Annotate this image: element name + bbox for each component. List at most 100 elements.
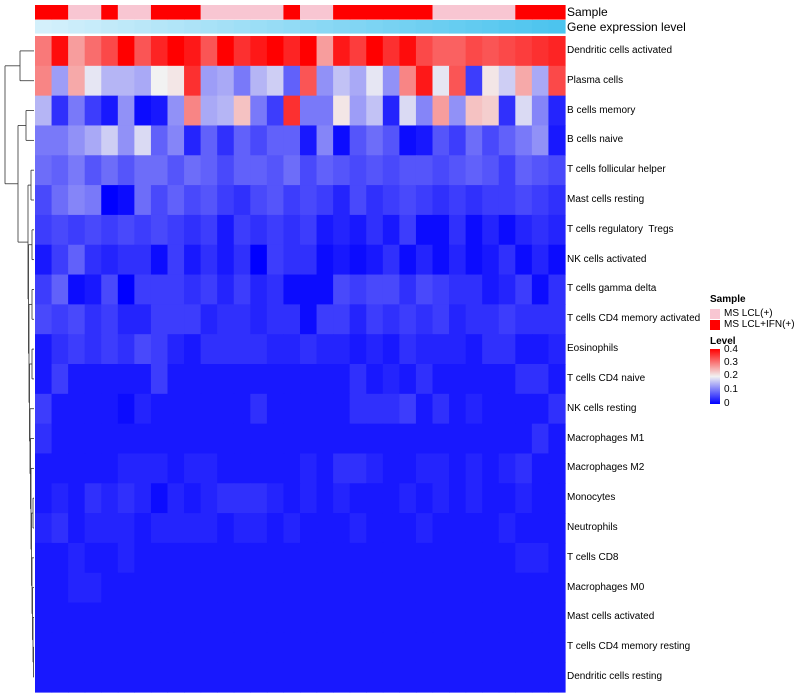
heatmap-cell [117, 453, 135, 484]
heatmap-cell [217, 214, 235, 246]
heatmap-cell [498, 513, 516, 544]
expression-annotation-cell [300, 20, 318, 34]
expression-annotation-cell [316, 20, 334, 34]
heatmap-cell [150, 274, 169, 305]
heatmap-cell [233, 662, 251, 693]
heatmap-cell [432, 214, 450, 246]
heatmap-cell [432, 95, 450, 127]
heatmap-cell [366, 662, 384, 693]
heatmap-cell [134, 364, 152, 395]
heatmap-cell [68, 274, 86, 305]
heatmap-cell [233, 602, 251, 633]
heatmap-cell [184, 483, 202, 514]
heatmap-cell [482, 95, 500, 127]
heatmap-cell [333, 572, 351, 604]
heatmap-cell [548, 662, 566, 693]
heatmap-cell [333, 364, 351, 395]
heatmap-cell [399, 36, 417, 67]
heatmap-cell [382, 602, 400, 633]
heatmap-cell [184, 542, 202, 574]
heatmap-cell [184, 393, 202, 425]
heatmap-cell [167, 602, 185, 633]
heatmap-cell [531, 65, 550, 97]
heatmap-cell [68, 95, 86, 127]
heatmap-cell [200, 423, 218, 455]
heatmap-cell [266, 542, 285, 574]
heatmap-cell [84, 185, 102, 216]
heatmap-cell [349, 244, 367, 276]
heatmap-cell [250, 662, 268, 693]
heatmap-cell [200, 36, 218, 67]
heatmap-cell [498, 214, 516, 246]
heatmap-cell [283, 513, 301, 544]
heatmap-cell [432, 483, 450, 514]
heatmap-cell [382, 244, 400, 276]
heatmap-cell [266, 393, 285, 425]
heatmap-cell [250, 334, 268, 365]
expression-annotation-cell [531, 20, 550, 34]
heatmap-cell [531, 662, 550, 693]
heatmap-cell [35, 334, 53, 365]
heatmap-cell [167, 393, 185, 425]
heatmap-cell [366, 513, 384, 544]
heatmap-cell [233, 155, 251, 186]
heatmap-cell [217, 244, 235, 276]
heatmap-cell [283, 244, 301, 276]
level-tick: 0.4 [724, 344, 738, 355]
heatmap-cell [150, 65, 169, 97]
heatmap-cell [266, 572, 285, 604]
heatmap-cell [415, 304, 434, 335]
row-label: T cells CD8 [567, 551, 619, 563]
heatmap-cell [333, 513, 351, 544]
heatmap-cell [217, 632, 235, 663]
heatmap-cell [515, 334, 533, 365]
heatmap-cell [150, 602, 169, 633]
heatmap-cell [349, 95, 367, 127]
heatmap-cell [316, 125, 334, 156]
sample-key-label-ms-lcl: MS LCL(+) [724, 308, 773, 319]
heatmap-cell [465, 453, 483, 484]
heatmap-cell [117, 632, 135, 663]
heatmap-cell [134, 125, 152, 156]
heatmap-cell [432, 423, 450, 455]
heatmap-cell [349, 304, 367, 335]
heatmap-cell [117, 214, 135, 246]
heatmap-cell [316, 572, 334, 604]
heatmap-cell [531, 244, 550, 276]
heatmap-cell [283, 393, 301, 425]
heatmap-cell [482, 125, 500, 156]
sample-annotation-cell [515, 5, 533, 20]
row-label: Plasma cells [567, 74, 624, 86]
heatmap-cell [515, 155, 533, 186]
heatmap-cell [101, 542, 119, 574]
heatmap-cell [366, 602, 384, 633]
heatmap-cell [432, 155, 450, 186]
heatmap-cell [399, 244, 417, 276]
row-label: Dendritic cells resting [567, 671, 663, 683]
heatmap-cell [117, 423, 135, 455]
heatmap-cell [101, 334, 119, 365]
heatmap-cell [349, 214, 367, 246]
heatmap-cell [35, 364, 53, 395]
heatmap-cell [184, 662, 202, 693]
heatmap-cell [382, 453, 400, 484]
heatmap-cell [217, 423, 235, 455]
heatmap-cell [498, 542, 516, 574]
heatmap-cell [68, 334, 86, 365]
heatmap-cell [366, 274, 384, 305]
heatmap-cell [300, 453, 318, 484]
heatmap-cell [415, 185, 434, 216]
sample-annotation-cell [250, 5, 268, 20]
sample-annotation-cell [316, 5, 334, 20]
heatmap-cell [68, 632, 86, 663]
heatmap-cell [449, 244, 467, 276]
heatmap-cell [515, 602, 533, 633]
heatmap-cell [217, 65, 235, 97]
heatmap-cell [167, 304, 185, 335]
heatmap-cell [117, 274, 135, 305]
sample-annotation-bar [35, 5, 566, 20]
heatmap-cell [531, 334, 550, 365]
heatmap-cell [217, 185, 235, 216]
heatmap-cell [150, 214, 169, 246]
heatmap-cell [68, 393, 86, 425]
